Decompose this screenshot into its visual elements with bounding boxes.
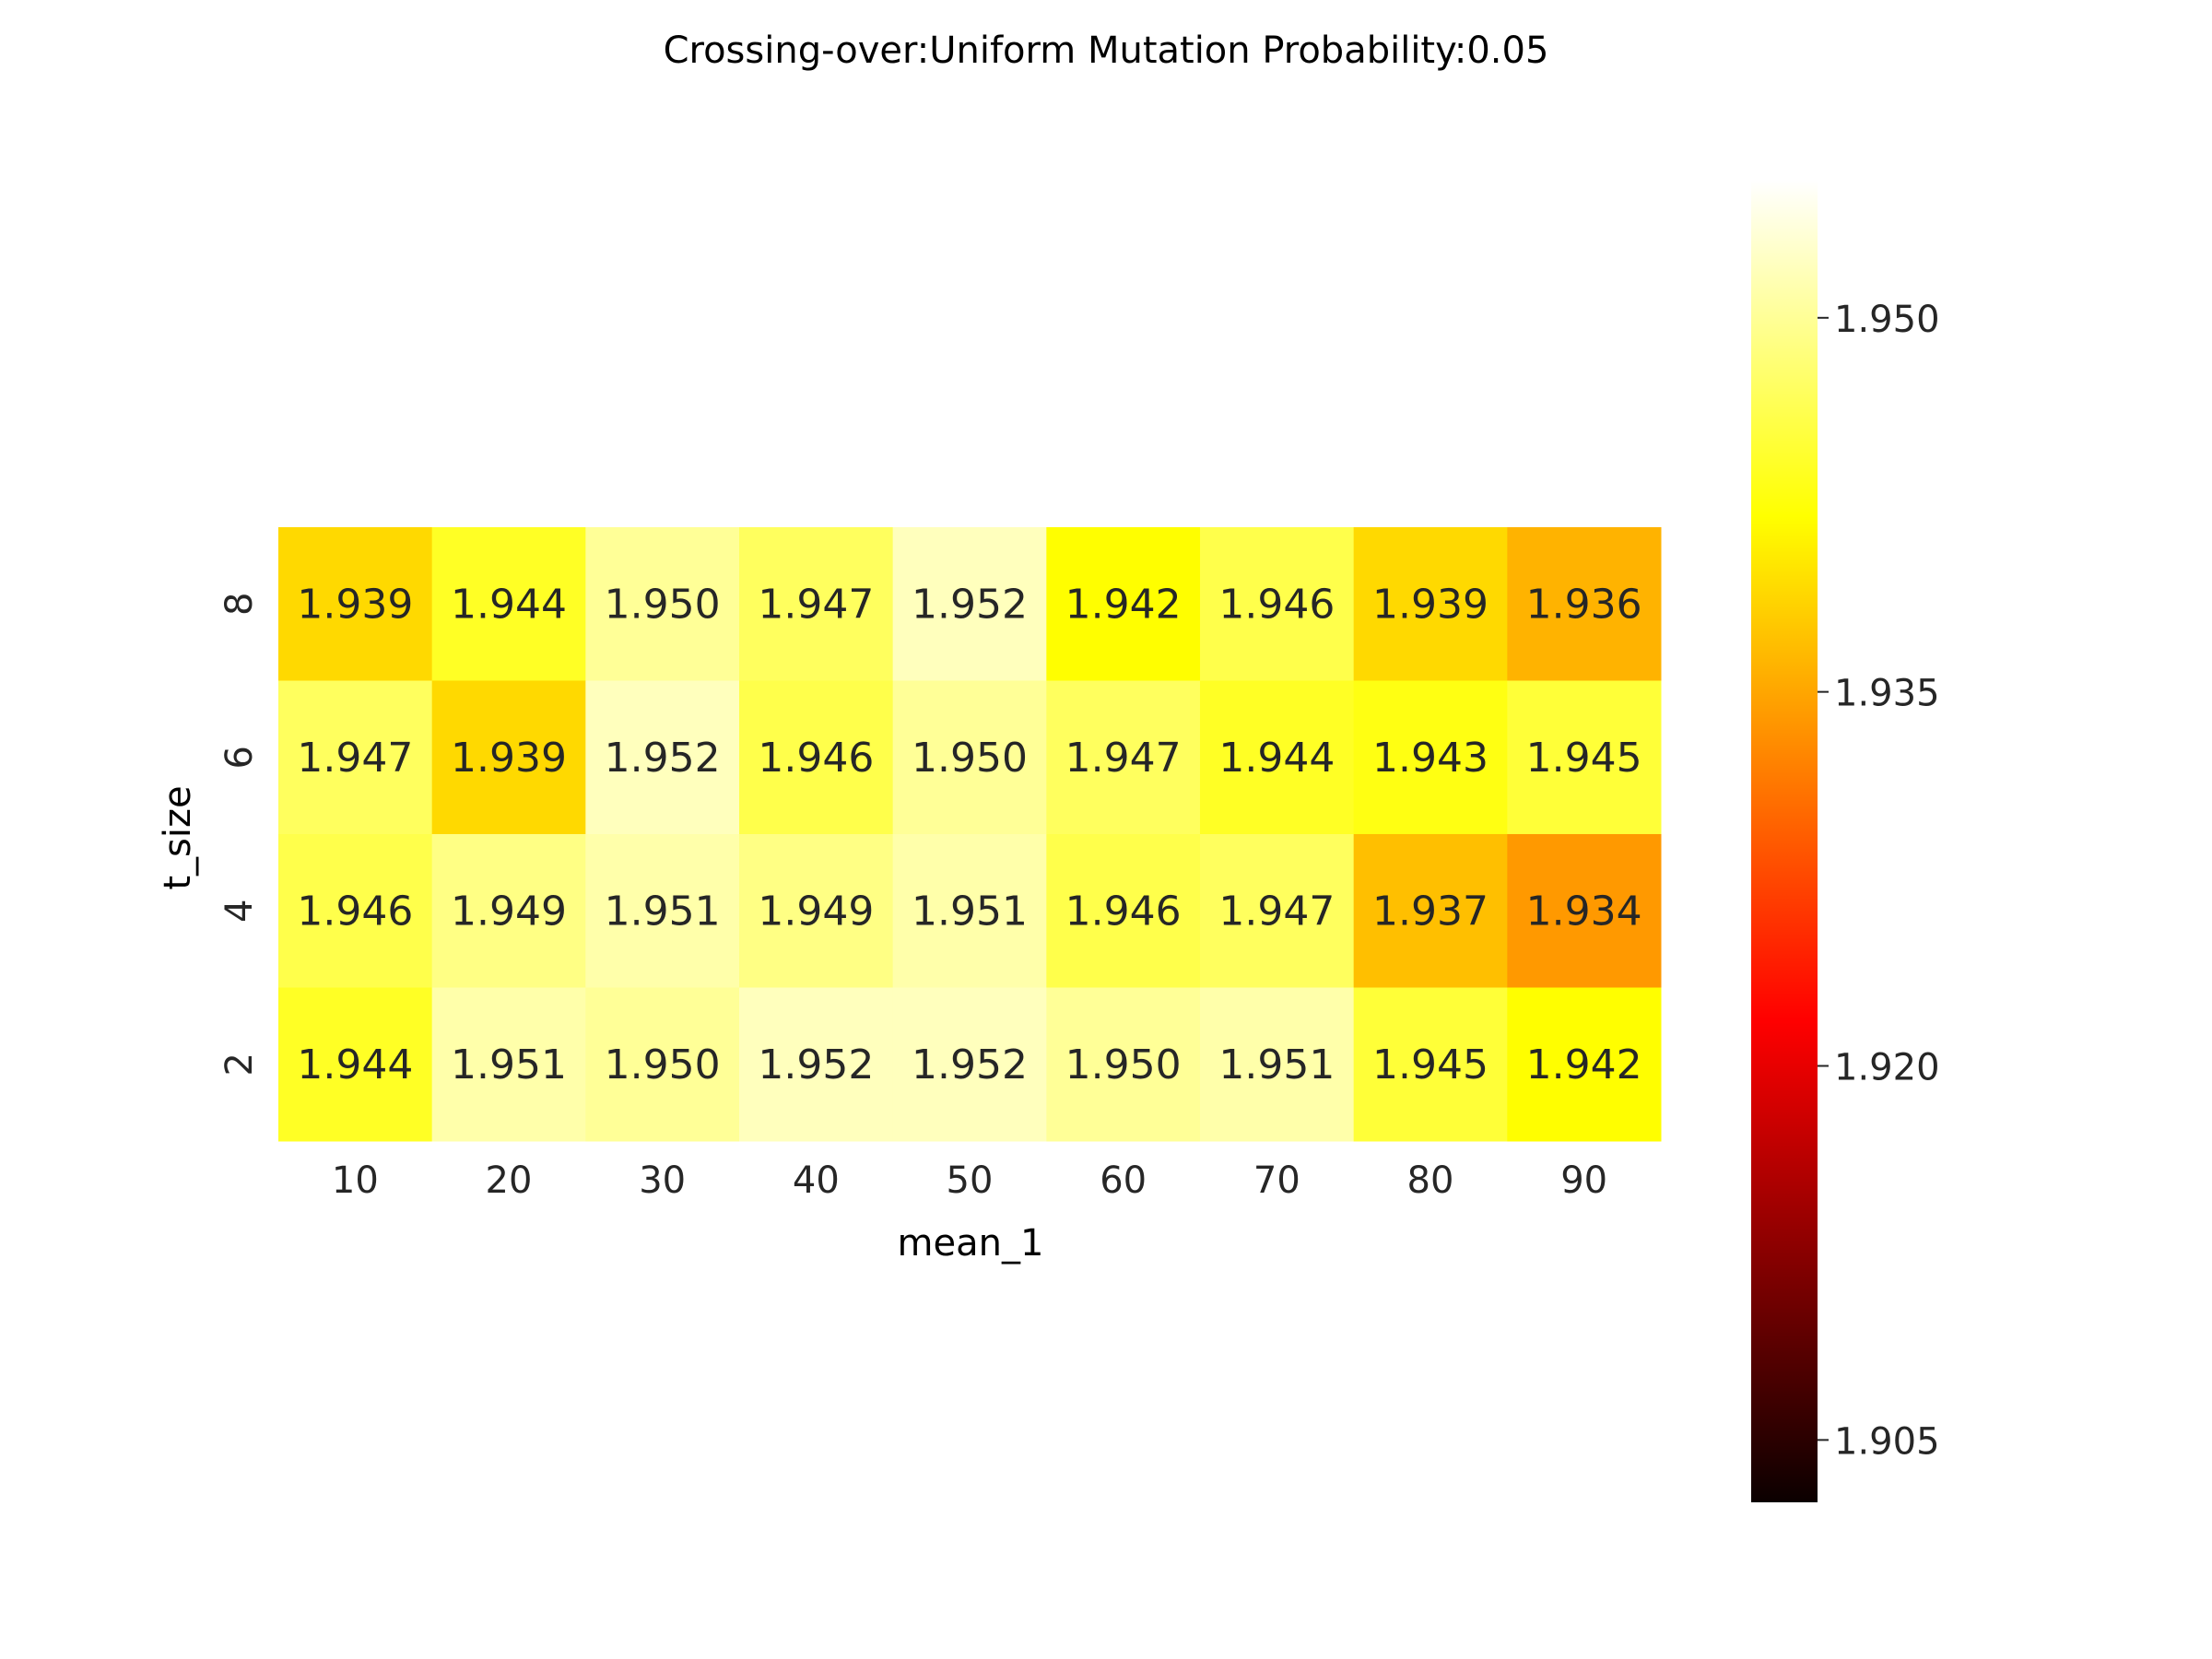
cell-value-label: 1.944 [297, 1041, 413, 1088]
x-tick-label: 50 [947, 1159, 994, 1202]
heatmap-cell [278, 680, 433, 835]
heatmap-cell [1200, 527, 1355, 681]
heatmap-cell [278, 987, 433, 1142]
heatmap-cell [1507, 680, 1662, 835]
heatmap-cell [739, 527, 894, 681]
colorbar-tick-label: 1.935 [1834, 673, 1940, 715]
cell-value-label: 1.951 [605, 888, 721, 935]
cell-value-label: 1.937 [1372, 888, 1488, 935]
colorbar [1751, 181, 1818, 1502]
y-tick-label: 8 [218, 593, 261, 616]
cell-value-label: 1.950 [605, 581, 721, 628]
x-tick-label: 90 [1560, 1159, 1607, 1202]
cell-value-label: 1.952 [912, 1041, 1028, 1088]
colorbar-ticks: 1.905 1.920 1.935 1.950 [1818, 299, 1940, 1463]
x-tick-label: 80 [1407, 1159, 1454, 1202]
y-tick-label: 4 [218, 900, 261, 923]
heatmap-cells: 1.939 1.944 1.950 1.947 1.952 1.942 1.946 1.939… [278, 527, 1662, 1142]
heatmap-cell [1353, 987, 1508, 1142]
heatmap-cell [1046, 680, 1201, 835]
cell-value-label: 1.946 [758, 735, 874, 782]
heatmap-cell [431, 834, 586, 988]
cell-value-label: 1.950 [605, 1041, 721, 1088]
cell-value-label: 1.952 [758, 1041, 874, 1088]
cell-value-label: 1.946 [297, 888, 413, 935]
heatmap-cell [278, 834, 433, 988]
heatmap-cell [892, 680, 1047, 835]
heatmap-cell [1046, 987, 1201, 1142]
heatmap-cell [585, 527, 740, 681]
cell-value-label: 1.939 [1372, 581, 1488, 628]
cell-value-label: 1.942 [1065, 581, 1182, 628]
cell-value-label: 1.944 [451, 581, 567, 628]
colorbar-tick-label: 1.905 [1834, 1420, 1940, 1463]
heatmap-cell [1200, 987, 1355, 1142]
cell-value-label: 1.950 [912, 735, 1028, 782]
cell-value-label: 1.945 [1372, 1041, 1488, 1088]
cell-value-label: 1.947 [1065, 735, 1182, 782]
heatmap-cell [1353, 527, 1508, 681]
x-tick-label: 60 [1100, 1159, 1147, 1202]
cell-value-label: 1.951 [1218, 1041, 1335, 1088]
cell-value-label: 1.951 [912, 888, 1028, 935]
x-tick-label: 10 [332, 1159, 379, 1202]
heatmap-cell [1507, 527, 1662, 681]
heatmap-cell [1200, 680, 1355, 835]
x-tick-label: 40 [793, 1159, 840, 1202]
x-axis-ticks: 10 20 30 40 50 60 70 80 90 [332, 1159, 1607, 1202]
cell-value-label: 1.943 [1372, 735, 1488, 782]
cell-value-label: 1.952 [912, 581, 1028, 628]
heatmap-cell [892, 987, 1047, 1142]
heatmap-cell [892, 834, 1047, 988]
cell-value-label: 1.945 [1526, 735, 1642, 782]
cell-value-label: 1.939 [297, 581, 413, 628]
y-axis-label: t_size [157, 785, 199, 889]
heatmap-cell [431, 680, 586, 835]
heatmap-cell [1353, 834, 1508, 988]
cell-value-label: 1.952 [605, 735, 721, 782]
x-tick-label: 20 [486, 1159, 533, 1202]
colorbar-tick-label: 1.920 [1834, 1047, 1940, 1089]
cell-value-label: 1.947 [297, 735, 413, 782]
heatmap-cell [431, 987, 586, 1142]
heatmap-cell [1046, 527, 1201, 681]
cell-value-label: 1.946 [1218, 581, 1335, 628]
heatmap-cell [1046, 834, 1201, 988]
cell-value-label: 1.944 [1218, 735, 1335, 782]
heatmap-cell [1507, 834, 1662, 988]
colorbar-tick-label: 1.950 [1834, 299, 1940, 341]
heatmap-cell [1200, 834, 1355, 988]
cell-value-label: 1.934 [1526, 888, 1642, 935]
heatmap-cell [739, 680, 894, 835]
cell-value-label: 1.936 [1526, 581, 1642, 628]
cell-value-label: 1.939 [451, 735, 567, 782]
x-tick-label: 30 [639, 1159, 686, 1202]
heatmap-cell [739, 987, 894, 1142]
heatmap-cell [585, 987, 740, 1142]
heatmap-cell [585, 834, 740, 988]
heatmap-cell [431, 527, 586, 681]
y-tick-label: 6 [218, 746, 261, 769]
heatmap-cell [278, 527, 433, 681]
cell-value-label: 1.942 [1526, 1041, 1642, 1088]
cell-value-label: 1.949 [758, 888, 874, 935]
y-axis-ticks: 8 6 4 2 [218, 593, 261, 1077]
cell-value-label: 1.951 [451, 1041, 567, 1088]
cell-value-label: 1.947 [758, 581, 874, 628]
heatmap-cell [739, 834, 894, 988]
cell-value-label: 1.947 [1218, 888, 1335, 935]
heatmap-cell [892, 527, 1047, 681]
chart-title: Crossing-over:Uniform Mutation Probabili… [664, 29, 1549, 72]
heatmap-cell [1507, 987, 1662, 1142]
heatmap-cell [1353, 680, 1508, 835]
heatmap-cell [585, 680, 740, 835]
x-tick-label: 70 [1253, 1159, 1300, 1202]
cell-value-label: 1.949 [451, 888, 567, 935]
x-axis-label: mean_1 [898, 1222, 1044, 1265]
y-tick-label: 2 [218, 1053, 261, 1076]
cell-value-label: 1.950 [1065, 1041, 1182, 1088]
cell-value-label: 1.946 [1065, 888, 1182, 935]
